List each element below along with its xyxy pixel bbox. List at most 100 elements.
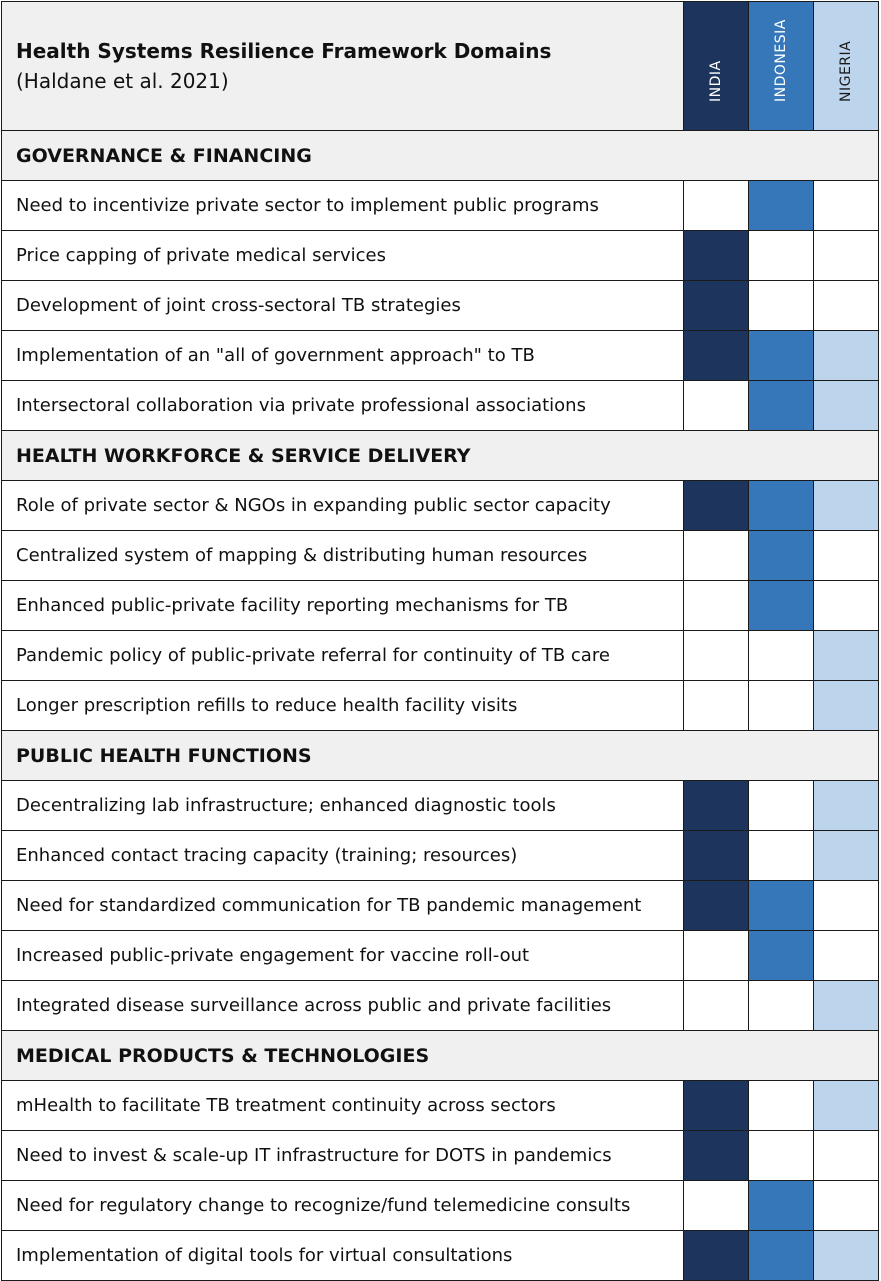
cell-nigeria	[813, 680, 879, 731]
item-label: Role of private sector & NGOs in expandi…	[1, 480, 684, 531]
table-row: Role of private sector & NGOs in expandi…	[1, 480, 879, 531]
cell-nigeria	[813, 580, 879, 631]
cell-indonesia	[748, 580, 814, 631]
cell-nigeria	[813, 380, 879, 431]
item-label: Pandemic policy of public-private referr…	[1, 630, 684, 681]
cell-india	[683, 1080, 749, 1131]
cell-india	[683, 630, 749, 681]
table-row: Centralized system of mapping & distribu…	[1, 530, 879, 581]
item-label: Intersectoral collaboration via private …	[1, 380, 684, 431]
item-label: Integrated disease surveillance across p…	[1, 980, 684, 1031]
cell-nigeria	[813, 630, 879, 681]
table-row: Longer prescription refills to reduce he…	[1, 680, 879, 731]
cell-nigeria	[813, 980, 879, 1031]
header-row: Health Systems Resilience Framework Doma…	[1, 1, 879, 131]
table-row: Price capping of private medical service…	[1, 230, 879, 281]
cell-nigeria	[813, 780, 879, 831]
section-title: MEDICAL PRODUCTS & TECHNOLOGIES	[1, 1030, 879, 1081]
table-row: Increased public-private engagement for …	[1, 930, 879, 981]
item-label: mHealth to facilitate TB treatment conti…	[1, 1080, 684, 1131]
cell-india	[683, 1180, 749, 1231]
table-row: Pandemic policy of public-private referr…	[1, 630, 879, 681]
cell-nigeria	[813, 1230, 879, 1281]
table-citation: (Haldane et al. 2021)	[16, 69, 229, 93]
section-row: GOVERNANCE & FINANCING	[1, 130, 879, 181]
table-row: Implementation of an "all of government …	[1, 330, 879, 381]
cell-india	[683, 680, 749, 731]
cell-india	[683, 580, 749, 631]
item-label: Increased public-private engagement for …	[1, 930, 684, 981]
cell-indonesia	[748, 630, 814, 681]
table-row: Need to incentivize private sector to im…	[1, 180, 879, 231]
cell-indonesia	[748, 780, 814, 831]
section-row: PUBLIC HEALTH FUNCTIONS	[1, 730, 879, 781]
country-header-indonesia: INDONESIA	[748, 1, 814, 131]
item-label: Centralized system of mapping & distribu…	[1, 530, 684, 581]
section-title: PUBLIC HEALTH FUNCTIONS	[1, 730, 879, 781]
table-title: Health Systems Resilience Framework Doma…	[16, 39, 552, 63]
cell-indonesia	[748, 1180, 814, 1231]
cell-india	[683, 330, 749, 381]
country-label-nigeria: NIGERIA	[838, 40, 854, 102]
section-row: HEALTH WORKFORCE & SERVICE DELIVERY	[1, 430, 879, 481]
table-row: Need to invest & scale-up IT infrastruct…	[1, 1130, 879, 1181]
cell-indonesia	[748, 380, 814, 431]
cell-indonesia	[748, 680, 814, 731]
cell-indonesia	[748, 280, 814, 331]
cell-india	[683, 530, 749, 581]
item-label: Longer prescription refills to reduce he…	[1, 680, 684, 731]
cell-indonesia	[748, 530, 814, 581]
item-label: Implementation of an "all of government …	[1, 330, 684, 381]
table-row: Development of joint cross-sectoral TB s…	[1, 280, 879, 331]
table-row: Enhanced contact tracing capacity (train…	[1, 830, 879, 881]
cell-nigeria	[813, 330, 879, 381]
cell-indonesia	[748, 330, 814, 381]
item-label: Decentralizing lab infrastructure; enhan…	[1, 780, 684, 831]
table-row: Enhanced public-private facility reporti…	[1, 580, 879, 631]
cell-india	[683, 830, 749, 881]
cell-india	[683, 880, 749, 931]
cell-nigeria	[813, 480, 879, 531]
cell-india	[683, 180, 749, 231]
cell-nigeria	[813, 1080, 879, 1131]
item-label: Price capping of private medical service…	[1, 230, 684, 281]
item-label: Need for standardized communication for …	[1, 880, 684, 931]
table-row: Decentralizing lab infrastructure; enhan…	[1, 780, 879, 831]
cell-indonesia	[748, 480, 814, 531]
section-title: GOVERNANCE & FINANCING	[1, 130, 879, 181]
cell-nigeria	[813, 1180, 879, 1231]
cell-india	[683, 980, 749, 1031]
cell-india	[683, 480, 749, 531]
cell-india	[683, 230, 749, 281]
item-label: Need to incentivize private sector to im…	[1, 180, 684, 231]
section-title: HEALTH WORKFORCE & SERVICE DELIVERY	[1, 430, 879, 481]
cell-indonesia	[748, 1130, 814, 1181]
cell-indonesia	[748, 180, 814, 231]
cell-indonesia	[748, 1230, 814, 1281]
item-label: Need for regulatory change to recognize/…	[1, 1180, 684, 1231]
cell-indonesia	[748, 1080, 814, 1131]
cell-india	[683, 780, 749, 831]
item-label: Implementation of digital tools for virt…	[1, 1230, 684, 1281]
cell-indonesia	[748, 830, 814, 881]
cell-india	[683, 380, 749, 431]
section-row: MEDICAL PRODUCTS & TECHNOLOGIES	[1, 1030, 879, 1081]
country-label-india: INDIA	[708, 60, 724, 102]
cell-nigeria	[813, 830, 879, 881]
item-label: Enhanced public-private facility reporti…	[1, 580, 684, 631]
cell-nigeria	[813, 880, 879, 931]
country-label-indonesia: INDONESIA	[773, 19, 789, 102]
table-row: Need for regulatory change to recognize/…	[1, 1180, 879, 1231]
cell-nigeria	[813, 180, 879, 231]
table-row: Integrated disease surveillance across p…	[1, 980, 879, 1031]
cell-nigeria	[813, 1130, 879, 1181]
cell-india	[683, 1130, 749, 1181]
table-row: Implementation of digital tools for virt…	[1, 1230, 879, 1281]
cell-india	[683, 930, 749, 981]
cell-india	[683, 280, 749, 331]
item-label: Enhanced contact tracing capacity (train…	[1, 830, 684, 881]
cell-indonesia	[748, 930, 814, 981]
table-row: Intersectoral collaboration via private …	[1, 380, 879, 431]
cell-nigeria	[813, 530, 879, 581]
